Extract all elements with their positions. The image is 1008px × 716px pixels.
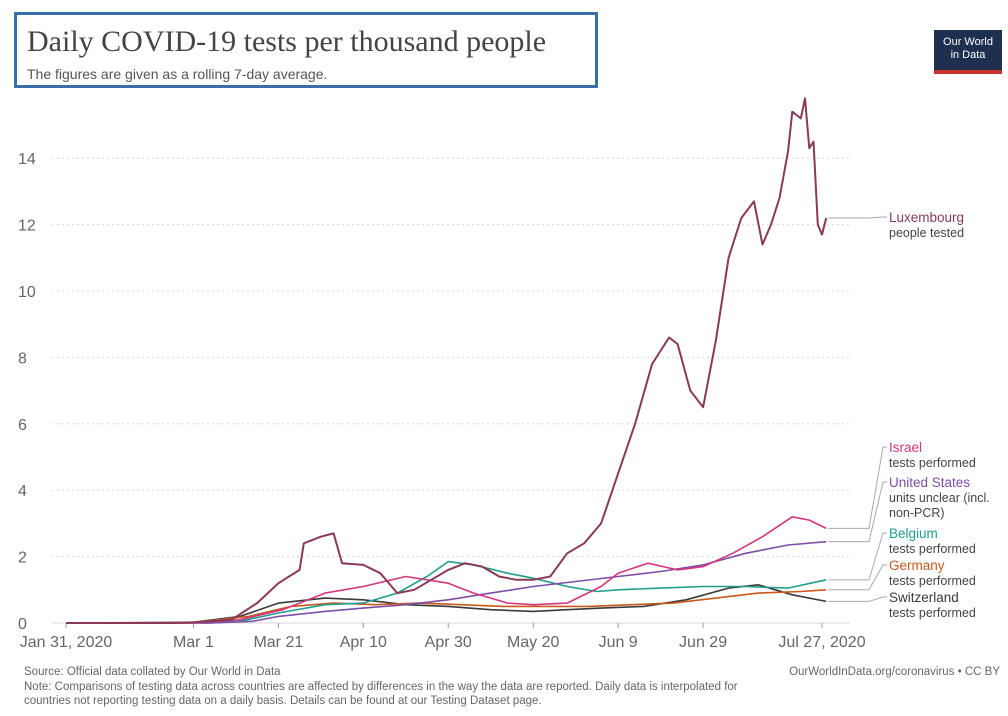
series-line-israel bbox=[66, 516, 827, 624]
y-tick-label: 8 bbox=[18, 350, 27, 367]
x-tick-label: May 20 bbox=[507, 634, 560, 651]
y-tick-label: 0 bbox=[18, 616, 27, 633]
x-tick-label: Mar 1 bbox=[173, 634, 214, 651]
y-tick-label: 12 bbox=[18, 218, 36, 235]
chart-subtitle: The figures are given as a rolling 7-day… bbox=[27, 66, 328, 82]
label-connector bbox=[828, 446, 887, 529]
chart-title: Daily COVID-19 tests per thousand people bbox=[27, 25, 547, 58]
note-line-1: Note: Comparisons of testing data across… bbox=[24, 681, 738, 693]
y-tick-label: 14 bbox=[18, 151, 36, 168]
series-line-switzerland bbox=[65, 584, 827, 624]
series-sublabel: people tested bbox=[889, 226, 964, 240]
series-label-belgium: Belgium bbox=[889, 526, 938, 541]
series-label-luxembourg: Luxembourg bbox=[889, 210, 964, 225]
label-connector bbox=[828, 596, 887, 602]
series-label-switzerland: Switzerland bbox=[889, 590, 959, 605]
x-tick-label: Mar 21 bbox=[253, 634, 303, 651]
series-label-germany: Germany bbox=[889, 558, 945, 573]
series-sublabel: units unclear (incl. bbox=[889, 491, 990, 505]
x-tick-label: Jul 27, 2020 bbox=[778, 634, 865, 651]
x-tick-label: Jun 29 bbox=[679, 634, 727, 651]
series-line-luxembourg bbox=[66, 97, 828, 624]
logo-text-line-1: Our World bbox=[943, 36, 993, 48]
x-tick-label: Apr 10 bbox=[340, 634, 387, 651]
label-connector bbox=[828, 481, 887, 543]
series-sublabel: tests performed bbox=[889, 542, 976, 556]
source-note: Source: Official data collated by Our Wo… bbox=[24, 666, 281, 678]
x-tick-label: Jan 31, 2020 bbox=[20, 634, 113, 651]
series-line-germany bbox=[65, 589, 827, 624]
series-sublabel: non-PCR) bbox=[889, 506, 945, 520]
chart-title-box: Daily COVID-19 tests per thousand people… bbox=[14, 12, 598, 88]
y-tick-label: 6 bbox=[18, 417, 27, 434]
series-label-israel: Israel bbox=[889, 440, 922, 455]
owid-logo[interactable]: Our World in Data bbox=[934, 30, 1002, 74]
series-sublabel: tests performed bbox=[889, 456, 976, 470]
y-tick-label: 10 bbox=[18, 284, 36, 301]
series-line-belgium bbox=[66, 560, 827, 624]
series-sublabel: tests performed bbox=[889, 574, 976, 588]
series-sublabel: tests performed bbox=[889, 606, 976, 620]
label-connector bbox=[828, 532, 887, 581]
label-connector bbox=[828, 216, 887, 219]
y-tick-label: 4 bbox=[18, 483, 27, 500]
x-tick-label: Jun 9 bbox=[599, 634, 638, 651]
series-label-united-states: United States bbox=[889, 475, 970, 490]
logo-text-line-2: in Data bbox=[950, 49, 986, 61]
y-tick-label: 2 bbox=[18, 550, 27, 567]
note-line-2: countries not reporting testing data on … bbox=[24, 695, 542, 707]
x-tick-label: Apr 30 bbox=[425, 634, 472, 651]
label-connector bbox=[828, 564, 887, 591]
source-url[interactable]: OurWorldInData.org/coronavirus • CC BY bbox=[789, 666, 1000, 678]
